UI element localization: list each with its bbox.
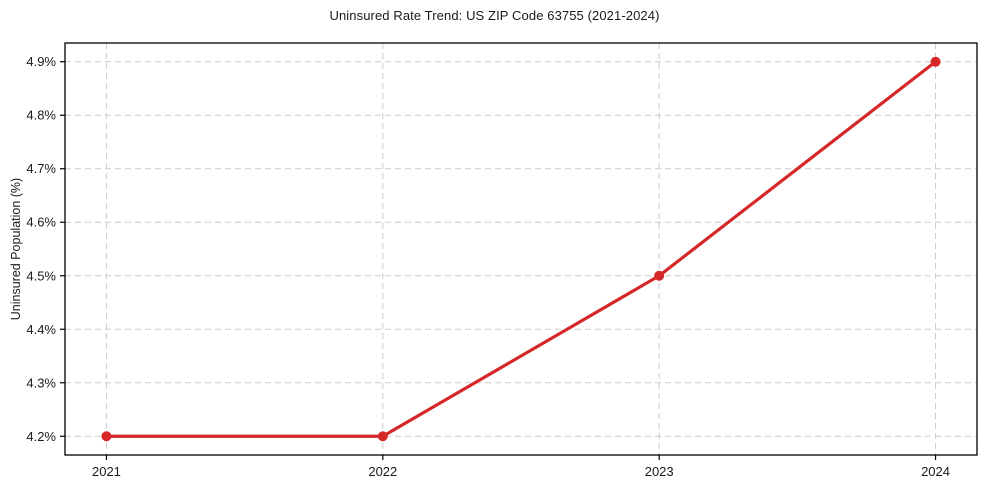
data-point-2022	[377, 431, 388, 442]
y-tick-label: 4.3%	[26, 375, 56, 390]
trend-line	[104, 60, 938, 438]
plot-border	[64, 42, 978, 456]
data-point-2023	[654, 270, 665, 281]
data-point-2021	[101, 431, 112, 442]
data-point-2024	[930, 56, 941, 67]
x-tick-label: 2024	[921, 464, 950, 479]
y-tick-label: 4.9%	[26, 54, 56, 69]
x-tick-label: 2022	[368, 464, 397, 479]
y-tick-label: 4.5%	[26, 268, 56, 283]
y-tick-label: 4.6%	[26, 215, 56, 230]
y-tick-label: 4.8%	[26, 108, 56, 123]
x-tick-label: 2023	[645, 464, 674, 479]
x-tick-label: 2021	[92, 464, 121, 479]
y-tick-label: 4.7%	[26, 161, 56, 176]
y-tick-label: 4.4%	[26, 322, 56, 337]
y-tick-label: 4.2%	[26, 429, 56, 444]
chart-title: Uninsured Rate Trend: US ZIP Code 63755 …	[329, 8, 660, 23]
